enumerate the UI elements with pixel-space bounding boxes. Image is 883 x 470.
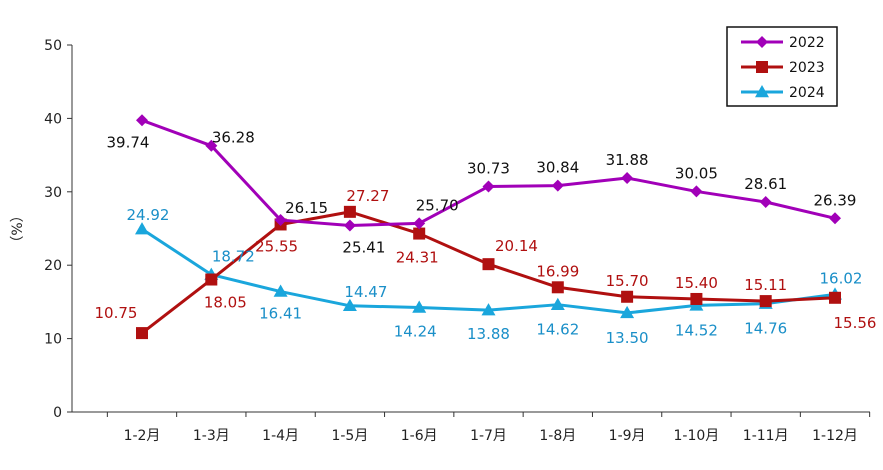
data-point-2022: [274, 214, 287, 227]
data-label-2024: 13.88: [467, 325, 510, 343]
data-point-2022: [621, 172, 634, 185]
series-2023: [136, 205, 841, 340]
data-point-2024: [550, 297, 565, 310]
legend-item-2024: 2024: [741, 85, 825, 101]
x-tick-label: 1-6月: [401, 428, 438, 444]
data-label-2023: 18.05: [204, 294, 247, 312]
data-point-2022: [482, 180, 495, 193]
data-point-2022: [413, 217, 426, 230]
data-point-2022: [343, 219, 356, 232]
data-label-2023: 25.55: [255, 237, 298, 255]
data-point-2024: [273, 284, 288, 297]
x-tick-label: 1-5月: [331, 428, 368, 444]
data-label-2023: 20.14: [495, 237, 538, 255]
x-tick-label: 1-11月: [743, 428, 789, 444]
data-point-2023: [136, 327, 148, 340]
data-point-2022: [136, 114, 148, 127]
data-label-2023: 15.56: [834, 314, 877, 332]
data-label-2022: 30.73: [467, 159, 510, 177]
x-tick-label: 1-10月: [674, 428, 720, 444]
data-label-2022: 26.15: [285, 199, 328, 217]
data-label-2024: 16.41: [259, 305, 302, 323]
data-label-2023: 15.11: [744, 276, 787, 294]
data-label-2022: 30.84: [536, 159, 579, 177]
data-label-2024: 14.24: [394, 322, 437, 340]
data-point-2023: [690, 292, 703, 305]
y-tick-label: 30: [44, 185, 62, 201]
x-tick-label: 1-9月: [609, 428, 646, 444]
data-label-2023: 15.70: [606, 272, 649, 290]
data-label-2022: 36.28: [212, 129, 255, 147]
data-label-2024: 14.47: [344, 283, 387, 301]
data-point-2022: [551, 179, 564, 192]
data-point-2024: [412, 300, 427, 313]
legend-marker-2024: [755, 85, 769, 98]
data-point-2022: [205, 139, 218, 152]
data-label-2022: 25.70: [416, 196, 459, 214]
legend-label-2023: 2023: [789, 60, 825, 76]
data-label-2022: 39.74: [107, 133, 150, 151]
data-label-2022: 30.05: [675, 164, 718, 182]
series-2022: [136, 114, 841, 232]
data-point-2022: [759, 196, 772, 209]
legend-marker-2023: [756, 61, 768, 73]
legend-item-2023: 2023: [741, 60, 825, 76]
data-point-2023: [621, 290, 634, 303]
legend-label-2022: 2022: [789, 35, 825, 51]
axes: 0 10 20 30 40 50 1-2月 1-3月 1-4月 1-5月 1-6月 1-7月 1-8月 1…: [44, 38, 871, 444]
data-labels-group: 39.74 36.28 26.15 25.41 25.70 30.73 30.84 31.88…: [95, 129, 877, 347]
data-label-2024: 14.62: [536, 321, 579, 339]
y-tick-label: 20: [44, 258, 62, 274]
data-point-2022: [829, 212, 841, 225]
data-label-2023: 24.31: [396, 249, 439, 267]
legend-marker-2022: [756, 36, 768, 48]
data-label-2024: 24.92: [127, 206, 170, 224]
data-point-2023: [829, 291, 841, 304]
data-point-2023: [413, 227, 426, 240]
x-tick-label: 1-4月: [262, 428, 299, 444]
data-point-2024: [620, 305, 635, 319]
data-label-2024: 16.02: [820, 269, 863, 287]
data-label-2024: 13.50: [606, 329, 649, 347]
series-group: [135, 114, 842, 340]
data-label-2024: 14.52: [675, 321, 718, 339]
y-tick-label: 50: [44, 38, 62, 54]
data-point-2024: [481, 303, 496, 316]
y-axis-label-group: （%）: [10, 208, 26, 249]
legend-label-2024: 2024: [789, 85, 825, 101]
data-point-2023: [343, 205, 356, 218]
data-point-2023: [551, 281, 564, 294]
data-point-2022: [690, 185, 703, 198]
data-point-2023: [759, 295, 772, 308]
data-label-2022: 26.39: [814, 191, 857, 209]
data-label-2022: 31.88: [606, 151, 649, 169]
y-tick-label: 10: [44, 332, 62, 348]
y-tick-label: 0: [53, 405, 62, 421]
y-tick-label: 40: [44, 111, 62, 127]
data-label-2023: 10.75: [95, 304, 138, 322]
legend-item-2022: 2022: [741, 35, 825, 51]
data-label-2024: 14.76: [744, 320, 787, 338]
data-label-2023: 27.27: [346, 187, 389, 205]
legend: 2022 2023 2024: [726, 26, 838, 107]
y-axis-label: （%）: [10, 208, 26, 249]
data-label-2023: 16.99: [536, 262, 579, 280]
data-label-2023: 15.40: [675, 274, 718, 292]
data-point-2024: [342, 298, 357, 312]
data-label-2022: 28.61: [744, 175, 787, 193]
x-tick-label: 1-3月: [193, 428, 230, 444]
x-tick-label: 1-7月: [470, 428, 507, 444]
data-point-2024: [135, 222, 149, 235]
x-tick-label: 1-8月: [539, 428, 576, 444]
data-point-2023: [482, 258, 495, 271]
x-tick-label: 1-2月: [124, 428, 161, 444]
data-label-2024: 18.72: [212, 248, 255, 266]
data-point-2023: [205, 273, 218, 286]
x-tick-label: 1-12月: [812, 428, 858, 444]
data-label-2022: 25.41: [342, 238, 385, 256]
